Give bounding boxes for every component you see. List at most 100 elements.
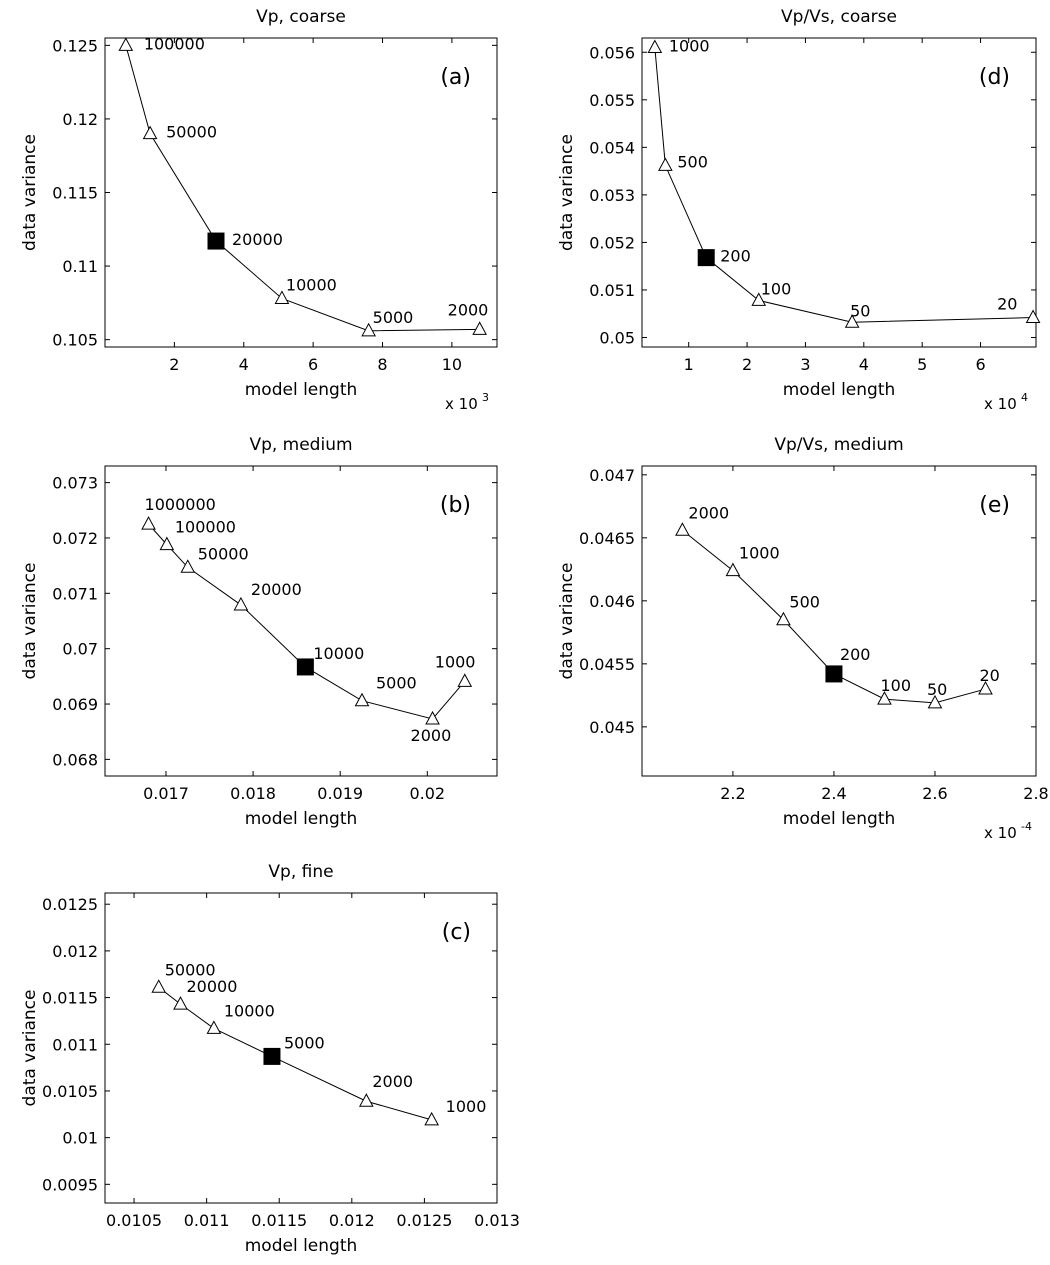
y-tick-label: 0.046 (589, 592, 635, 611)
x-axis-label: model length (245, 1236, 358, 1256)
x-axis-label: model length (783, 380, 896, 400)
point-label: 1000 (739, 544, 780, 563)
y-tick-label: 0.105 (52, 331, 98, 350)
plot-frame (104, 465, 498, 777)
selected-point-marker (825, 665, 843, 683)
chart-panel-c: Vp, fine(c)0.0105 0.011 0.0115 0.012 0.0125 0… (20, 862, 520, 1256)
y-tick-label: 0.071 (52, 584, 98, 603)
point-label: 1000000 (145, 495, 216, 514)
y-tick-label: 0.0465 (579, 529, 635, 548)
y-tick-label: 0.0455 (579, 655, 635, 674)
x-multiplier-exponent: 3 (482, 391, 489, 404)
triangle-point-marker (776, 611, 791, 626)
chart-title: Vp, coarse (256, 7, 346, 27)
triangle-point-marker (978, 680, 993, 695)
y-tick-label: 0.073 (52, 474, 98, 493)
y-axis-label: data variance (557, 134, 577, 251)
series-line (125, 45, 480, 332)
x-tick-label: 2 (742, 355, 752, 374)
x-tick-label: 0.0115 (251, 1211, 307, 1230)
triangle-point-marker (118, 37, 134, 51)
x-tick-label: 2 (169, 355, 179, 374)
x-tick-label: 0.0125 (396, 1211, 452, 1230)
triangle-point-marker (141, 516, 156, 530)
point-label: 100000 (175, 518, 236, 537)
y-tick-label: 0.0095 (42, 1175, 98, 1194)
triangle-point-marker (457, 673, 473, 687)
x-tick-label: 6 (308, 355, 318, 374)
triangle-point-marker (233, 596, 249, 611)
y-tick-label: 0.05 (599, 328, 635, 347)
y-tick-label: 0.0125 (42, 895, 98, 914)
y-tick-label: 0.07 (62, 640, 98, 659)
plot-frame (641, 465, 1037, 777)
x-tick-label: 0.019 (317, 784, 363, 803)
y-tick-label: 0.054 (589, 138, 635, 157)
triangle-point-marker (361, 322, 376, 337)
chart-panel-d: Vp/Vs, coarse (d) 1 2 3 4 5 6 0.05 0.051 0.052 0.05… (557, 7, 1041, 413)
selected-point-marker (697, 249, 715, 267)
point-label: 100 (761, 279, 792, 298)
x-tick-label: 6 (975, 355, 985, 374)
panel-label: (e) (979, 493, 1010, 518)
y-tick-label: 0.056 (589, 43, 635, 62)
point-label: 2000 (372, 1072, 413, 1091)
point-label: 5000 (373, 308, 414, 327)
selected-point-marker (296, 658, 314, 676)
x-tick-label: 5 (917, 355, 927, 374)
chart-panel-e: Vp/Vs, medium (e) 2.2 2.4 2.6 2.8 0.045 0.0455 0… (557, 435, 1049, 842)
point-label: 5000 (376, 674, 417, 693)
chart-title: Vp, fine (268, 862, 333, 882)
panel-label: (d) (979, 65, 1010, 90)
y-tick-label: 0.0105 (42, 1082, 98, 1101)
chart-panel-b: Vp, medium (b) 0.017 0.018 0.019 0.02 0.068 0.0… (20, 435, 498, 829)
y-tick-label: 0.047 (589, 466, 635, 485)
x-tick-label: 0.012 (329, 1211, 375, 1230)
triangle-point-marker (425, 710, 440, 725)
y-axis-label: data variance (557, 563, 577, 680)
point-label: 10000 (286, 275, 337, 294)
point-label: 500 (789, 593, 820, 612)
x-multiplier: x 10 (984, 395, 1017, 413)
point-label: 50 (927, 680, 947, 699)
triangle-point-marker (358, 1093, 374, 1107)
chart-title: Vp/Vs, medium (774, 435, 903, 455)
triangle-point-marker (173, 996, 188, 1010)
y-tick-label: 0.01 (62, 1129, 98, 1148)
x-tick-label: 0.011 (184, 1211, 230, 1230)
chart-panel-a: Vp, coarse (a) 2 4 6 8 10 0.105 0.11 0.115 0.12 0.1… (20, 7, 498, 413)
y-tick-label: 0.012 (52, 942, 98, 961)
y-axis-label: data variance (20, 563, 40, 680)
triangle-point-marker (658, 157, 673, 171)
series-line (158, 986, 432, 1121)
x-tick-label: 3 (800, 355, 810, 374)
y-tick-label: 0.069 (52, 695, 98, 714)
panel-label: (b) (440, 493, 471, 518)
triangle-point-marker (274, 290, 290, 304)
point-label: 50000 (166, 123, 217, 142)
chart-title: Vp/Vs, coarse (781, 7, 897, 27)
triangle-point-marker (159, 536, 175, 551)
triangle-point-marker (354, 692, 370, 707)
x-tick-label: 2.2 (720, 784, 745, 803)
y-tick-label: 0.052 (589, 233, 635, 252)
triangle-point-marker (675, 522, 690, 536)
x-axis-label: model length (783, 809, 896, 829)
point-label: 1000 (669, 37, 710, 56)
point-label: 500 (677, 152, 708, 171)
point-label: 200 (840, 645, 871, 664)
x-tick-label: 10 (442, 355, 462, 374)
triangle-point-marker (1025, 309, 1041, 324)
y-tick-label: 0.11 (62, 257, 98, 276)
triangle-point-marker (844, 314, 860, 328)
series-line (654, 47, 1034, 323)
triangle-point-marker (877, 691, 892, 705)
triangle-point-marker (647, 39, 663, 54)
triangle-point-marker (472, 321, 487, 335)
point-label: 20000 (186, 977, 237, 996)
point-label: 100000 (144, 34, 205, 53)
y-tick-label: 0.055 (589, 91, 635, 110)
point-label: 2000 (448, 300, 489, 319)
point-label: 5000 (284, 1033, 325, 1052)
